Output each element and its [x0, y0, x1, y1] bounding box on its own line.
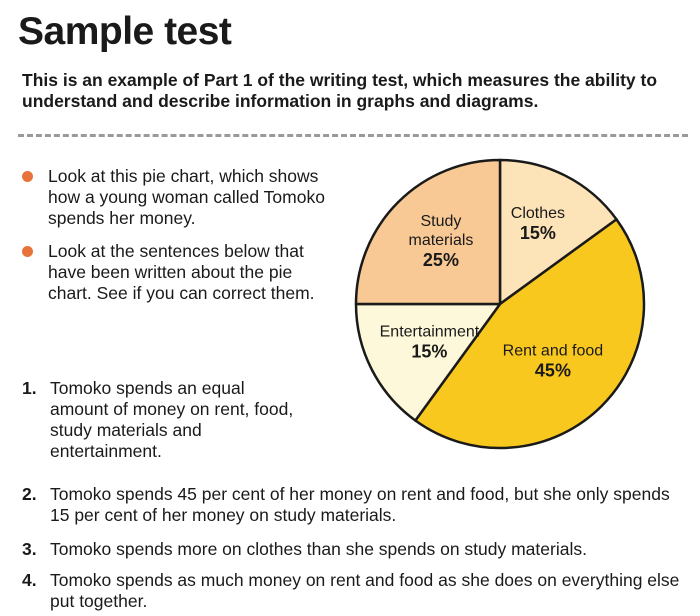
instruction-text: Look at this pie chart, which shows how …	[48, 166, 325, 228]
bullet-dot-icon	[22, 246, 33, 257]
slice-name-label: materials	[408, 232, 473, 249]
page-title: Sample test	[18, 10, 232, 53]
intro-text: This is an example of Part 1 of the writ…	[22, 70, 658, 111]
slice-value-label: 15%	[520, 223, 556, 243]
instruction-item: Look at this pie chart, which shows how …	[22, 166, 332, 229]
slice-name-label: Entertainment	[380, 323, 480, 340]
sentence-item: 4. Tomoko spends as much money on rent a…	[22, 570, 682, 612]
slice-value-label: 25%	[423, 250, 459, 270]
pie-slice-clothes	[498, 158, 618, 306]
sentence-number: 2.	[22, 484, 37, 504]
bullet-dot-icon	[22, 171, 33, 182]
sentence-item: 3. Tomoko spends more on clothes than sh…	[22, 539, 682, 560]
instruction-text: Look at the sentences below that have be…	[48, 241, 315, 303]
dashed-divider	[18, 134, 688, 137]
sentence-list: 3. Tomoko spends more on clothes than sh…	[22, 539, 682, 560]
sentence-text: Tomoko spends more on clothes than she s…	[50, 539, 587, 559]
sentence-item: 2. Tomoko spends 45 per cent of her mone…	[22, 484, 682, 526]
sentence-number: 1.	[22, 378, 37, 398]
pie-slice-study-materials	[354, 158, 502, 306]
instruction-item: Look at the sentences below that have be…	[22, 241, 332, 304]
sentence-number: 3.	[22, 539, 37, 559]
pie-slice-rent-and-food	[414, 218, 646, 450]
sentence-text: Tomoko spends as much money on rent and …	[50, 570, 680, 611]
slice-value-label: 45%	[535, 360, 571, 380]
sentence-text: Tomoko spends 45 per cent of her money o…	[50, 484, 670, 525]
instruction-list: Look at this pie chart, which shows how …	[22, 166, 332, 316]
slice-name-label: Study	[420, 213, 461, 230]
sentence-item: 1. Tomoko spends an equal amount of mone…	[22, 378, 302, 462]
sentence-number: 4.	[22, 570, 37, 590]
slice-name-label: Rent and food	[503, 342, 604, 359]
sentence-list: 1. Tomoko spends an equal amount of mone…	[22, 378, 302, 462]
slice-name-label: Clothes	[511, 205, 565, 222]
sentence-text: Tomoko spends an equal amount of money o…	[50, 378, 294, 461]
pie-slice-entertainment	[354, 302, 502, 422]
sentence-list: 4. Tomoko spends as much money on rent a…	[22, 570, 682, 612]
slice-value-label: 15%	[411, 341, 447, 361]
sentence-list: 2. Tomoko spends 45 per cent of her mone…	[22, 484, 682, 526]
